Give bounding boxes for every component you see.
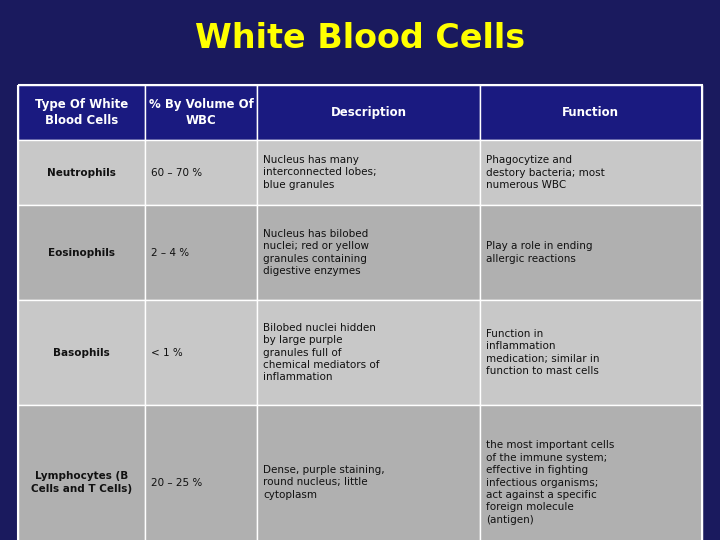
Bar bbox=[145, 405, 258, 540]
Bar bbox=[145, 85, 258, 140]
Bar bbox=[480, 405, 702, 540]
Bar bbox=[18, 205, 145, 300]
Bar bbox=[480, 300, 702, 405]
Text: Dense, purple staining,
round nucleus; little
cytoplasm: Dense, purple staining, round nucleus; l… bbox=[264, 465, 385, 500]
Text: Bilobed nuclei hidden
by large purple
granules full of
chemical mediators of
inf: Bilobed nuclei hidden by large purple gr… bbox=[264, 323, 380, 382]
Text: Function: Function bbox=[562, 106, 619, 119]
Bar bbox=[145, 205, 258, 300]
Text: Nucleus has many
interconnected lobes;
blue granules: Nucleus has many interconnected lobes; b… bbox=[264, 155, 377, 190]
Text: Play a role in ending
allergic reactions: Play a role in ending allergic reactions bbox=[486, 241, 593, 264]
Text: Nucleus has bilobed
nuclei; red or yellow
granules containing
digestive enzymes: Nucleus has bilobed nuclei; red or yello… bbox=[264, 229, 369, 276]
Bar bbox=[480, 205, 702, 300]
Bar bbox=[258, 140, 480, 205]
Bar bbox=[480, 140, 702, 205]
Text: % By Volume Of
WBC: % By Volume Of WBC bbox=[148, 98, 253, 127]
Bar bbox=[18, 85, 145, 140]
Text: Type Of White
Blood Cells: Type Of White Blood Cells bbox=[35, 98, 128, 127]
Bar bbox=[18, 140, 145, 205]
Bar bbox=[258, 405, 480, 540]
Text: Eosinophils: Eosinophils bbox=[48, 247, 114, 258]
Bar bbox=[145, 140, 258, 205]
Text: Neutrophils: Neutrophils bbox=[47, 167, 116, 178]
Bar bbox=[258, 85, 480, 140]
Text: Description: Description bbox=[330, 106, 407, 119]
Bar bbox=[480, 85, 702, 140]
Text: 2 – 4 %: 2 – 4 % bbox=[150, 247, 189, 258]
Text: Function in
inflammation
medication; similar in
function to mast cells: Function in inflammation medication; sim… bbox=[486, 329, 599, 376]
Bar bbox=[258, 205, 480, 300]
Text: Lymphocytes (B
Cells and T Cells): Lymphocytes (B Cells and T Cells) bbox=[31, 471, 132, 494]
Text: the most important cells
of the immune system;
effective in fighting
infectious : the most important cells of the immune s… bbox=[486, 440, 614, 525]
Bar bbox=[18, 405, 145, 540]
Bar bbox=[145, 300, 258, 405]
Text: < 1 %: < 1 % bbox=[150, 348, 182, 357]
Bar bbox=[18, 300, 145, 405]
Text: 20 – 25 %: 20 – 25 % bbox=[150, 477, 202, 488]
Text: 60 – 70 %: 60 – 70 % bbox=[150, 167, 202, 178]
Text: Basophils: Basophils bbox=[53, 348, 109, 357]
Text: Phagocytize and
destory bacteria; most
numerous WBC: Phagocytize and destory bacteria; most n… bbox=[486, 155, 605, 190]
Text: White Blood Cells: White Blood Cells bbox=[195, 22, 525, 55]
Bar bbox=[258, 300, 480, 405]
